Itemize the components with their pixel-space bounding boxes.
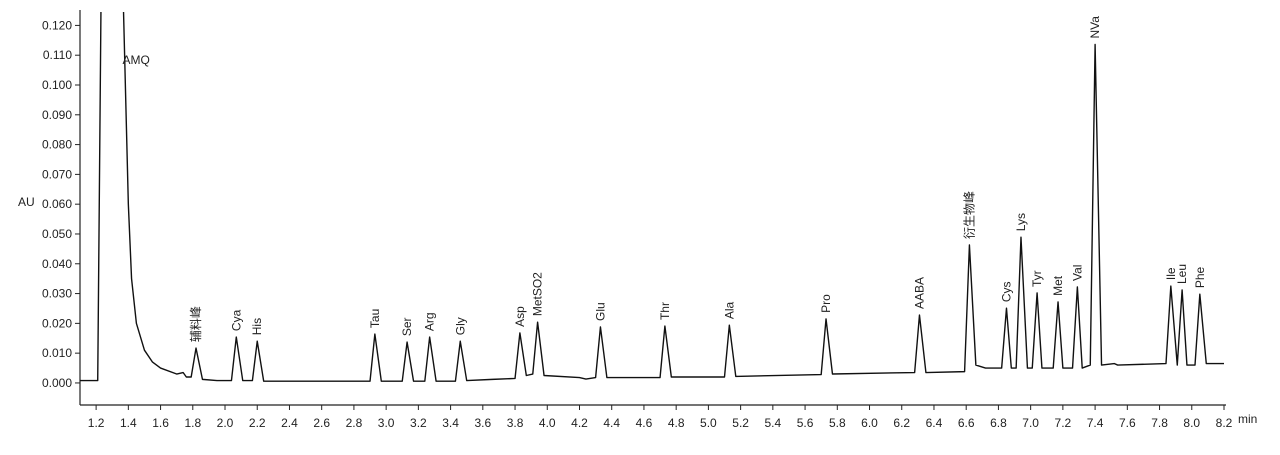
x-tick-label: 2.0 [217,416,234,430]
peak-label: Arg [423,312,437,331]
peak-label: Phe [1193,266,1207,288]
trace [80,12,1224,382]
x-tick-label: 5.4 [765,416,782,430]
y-tick-label: 0.000 [42,376,72,390]
x-tick-label: 4.4 [603,416,620,430]
peak-label: Asp [513,306,527,327]
y-tick-label: 0.090 [42,108,72,122]
x-tick-label: 7.0 [1022,416,1039,430]
peak-label: 衍生物峰 [962,191,976,239]
x-tick-label: 3.0 [378,416,395,430]
peak-label: Val [1070,265,1084,281]
peak-label: Glu [593,302,607,321]
x-tick-label: 2.2 [249,416,266,430]
peak-label: Met [1051,275,1065,296]
peak-label: Tau [368,309,382,328]
peak-label: His [250,318,264,335]
y-tick-label: 0.110 [43,48,72,62]
x-tick-label: 4.0 [539,416,556,430]
y-tick-label: 0.030 [42,287,72,301]
y-tick-label: 0.060 [42,197,72,211]
y-tick-label: 0.120 [42,18,72,32]
peak-label: Cya [229,309,243,331]
peak-label: AMQ [123,53,150,67]
peak-label: Gly [453,317,467,335]
y-axis-label: AU [18,195,35,209]
peak-label: Lys [1014,213,1028,231]
peak-label: Ile [1164,267,1178,280]
y-tick-label: 0.100 [42,78,72,92]
y-tick-label: 0.070 [42,167,72,181]
y-tick-label: 0.080 [42,138,72,152]
y-tick-label: 0.020 [42,316,72,330]
x-tick-label: 5.2 [732,416,749,430]
x-tick-label: 4.8 [668,416,685,430]
x-tick-label: 1.4 [120,416,137,430]
peak-label: Pro [819,294,833,313]
peak-label: Ala [722,301,736,319]
plot-area [80,12,1224,382]
x-tick-label: 6.2 [893,416,910,430]
x-tick-label: 6.4 [926,416,943,430]
x-tick-label: 2.4 [281,416,298,430]
peak-label: MetSO2 [531,272,545,316]
x-tick-label: 1.2 [88,416,105,430]
peak-label: Thr [658,302,672,320]
x-tick-label: 6.8 [990,416,1007,430]
x-tick-label: 5.6 [797,416,814,430]
x-tick-label: 8.0 [1183,416,1200,430]
x-tick-label: 2.6 [313,416,330,430]
x-tick-label: 7.6 [1119,416,1136,430]
x-tick-label: 5.8 [829,416,846,430]
x-tick-label: 7.8 [1151,416,1168,430]
peak-label: Cys [999,281,1013,302]
x-tick-label: 8.2 [1216,416,1233,430]
x-tick-label: 4.2 [571,416,588,430]
y-tick-label: 0.010 [42,346,72,360]
x-tick-label: 3.8 [507,416,524,430]
x-tick-label: 6.0 [861,416,878,430]
x-axis-label: min [1238,412,1257,426]
x-tick-label: 1.8 [184,416,201,430]
x-tick-label: 1.6 [152,416,169,430]
peak-label: Tyr [1030,270,1044,287]
peak-label: 辅料峰 [189,306,203,342]
x-tick-label: 3.6 [474,416,491,430]
y-tick-label: 0.040 [42,257,72,271]
x-tick-label: 5.0 [700,416,717,430]
x-tick-label: 7.2 [1055,416,1072,430]
x-tick-label: 6.6 [958,416,975,430]
peak-label: Leu [1175,264,1189,284]
peak-label: Ser [400,317,414,336]
x-tick-label: 3.4 [442,416,459,430]
y-tick-label: 0.050 [42,227,72,241]
peak-label: NVa [1088,16,1102,39]
x-tick-label: 4.6 [636,416,653,430]
x-tick-label: 7.4 [1087,416,1104,430]
x-tick-label: 2.8 [346,416,363,430]
x-tick-label: 3.2 [410,416,427,430]
peak-label: AABA [912,277,926,309]
